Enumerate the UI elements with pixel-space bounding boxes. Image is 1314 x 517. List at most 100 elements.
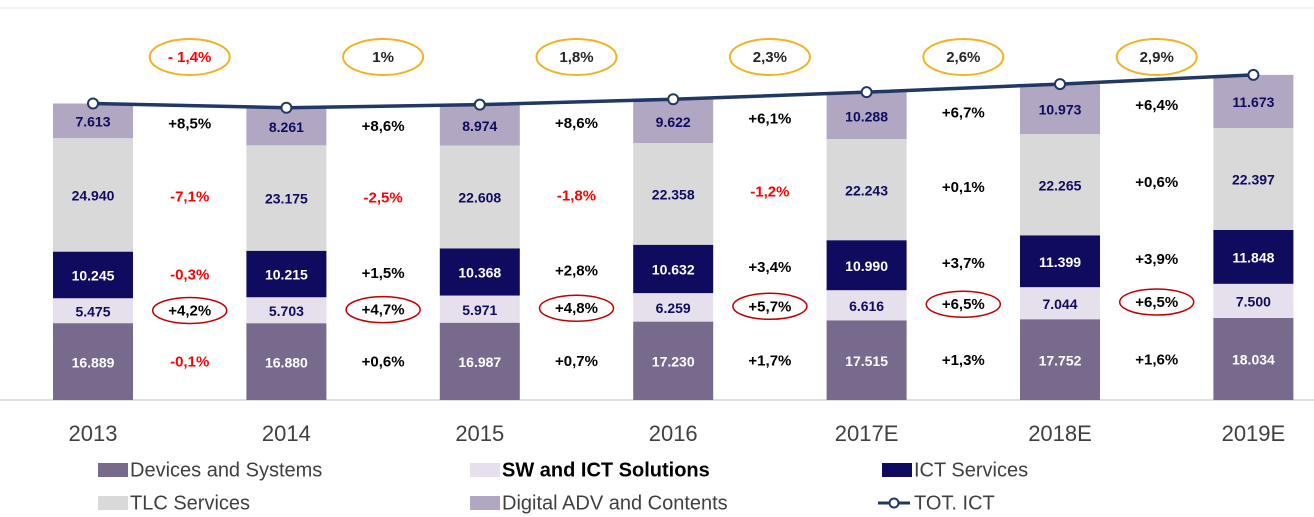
total-marker bbox=[1247, 68, 1260, 81]
bar-segment bbox=[53, 251, 133, 299]
value-label: 8.261 bbox=[269, 119, 304, 135]
value-label: 24.940 bbox=[72, 188, 115, 204]
bar-segment bbox=[439, 248, 520, 296]
legend-label: TOT. ICT bbox=[914, 492, 995, 514]
value-label: 17.752 bbox=[1039, 352, 1082, 368]
legend-label: TLC Services bbox=[130, 492, 250, 514]
value-label: 6.259 bbox=[656, 300, 691, 316]
bar-segment bbox=[53, 298, 133, 324]
total-growth-oval bbox=[922, 38, 1005, 76]
x-tick-label: 2016 bbox=[649, 421, 698, 446]
total-growth-oval bbox=[1115, 38, 1198, 76]
bar-segment bbox=[439, 104, 520, 146]
segment-growth: +0,6% bbox=[1135, 174, 1178, 191]
segment-growth: +8,6% bbox=[362, 118, 405, 135]
bar-segment bbox=[1020, 287, 1100, 320]
value-label: 10.245 bbox=[72, 268, 115, 284]
total-marker bbox=[1054, 78, 1066, 91]
value-label: 22.358 bbox=[652, 187, 695, 203]
value-label: 6.616 bbox=[849, 298, 884, 314]
bar-segment bbox=[53, 138, 133, 252]
total-growth-oval bbox=[342, 38, 425, 76]
total-growth-oval bbox=[535, 38, 618, 76]
bar-segment bbox=[633, 244, 714, 294]
segment-growth: +1,5% bbox=[362, 265, 405, 282]
segment-growth: +3,4% bbox=[748, 259, 791, 276]
segment-growth: +0,7% bbox=[555, 353, 598, 370]
legend-swatch-marker bbox=[888, 497, 900, 509]
bar-segment bbox=[826, 320, 907, 400]
value-label: 8.974 bbox=[462, 118, 497, 134]
segment-growth: +4,2% bbox=[168, 302, 211, 319]
value-label: 22.608 bbox=[458, 190, 501, 206]
value-label: 7.500 bbox=[1236, 294, 1271, 310]
value-label: 16.987 bbox=[458, 354, 501, 370]
segment-growth: +6,5% bbox=[942, 296, 985, 313]
bar-segment bbox=[246, 297, 327, 324]
total-growth: 1% bbox=[372, 49, 394, 66]
segment-growth: +4,7% bbox=[362, 302, 405, 319]
x-tick-label: 2018E bbox=[1028, 421, 1092, 446]
segment-growth: +1,6% bbox=[1135, 351, 1178, 368]
value-label: 10.288 bbox=[845, 108, 888, 124]
value-label: 11.848 bbox=[1232, 250, 1274, 266]
x-tick-label: 2017E bbox=[835, 421, 899, 446]
bar-segment bbox=[1020, 235, 1100, 288]
value-label: 10.632 bbox=[652, 262, 695, 278]
value-label: 11.673 bbox=[1232, 94, 1274, 110]
segment-growth: +0,6% bbox=[362, 353, 405, 370]
legend-swatch bbox=[470, 463, 500, 477]
value-label: 17.515 bbox=[845, 353, 888, 369]
value-label: 16.880 bbox=[265, 354, 308, 370]
value-label: 10.215 bbox=[265, 267, 308, 283]
total-growth-oval bbox=[728, 38, 811, 76]
segment-growth: -7,1% bbox=[170, 188, 209, 205]
value-label: 5.971 bbox=[462, 302, 497, 318]
legend-swatch bbox=[470, 496, 500, 510]
growth-oval bbox=[538, 294, 615, 322]
growth-oval bbox=[925, 290, 1002, 318]
x-tick-label: 2019E bbox=[1222, 421, 1286, 446]
bar-segment bbox=[246, 145, 327, 251]
segment-growth: +8,6% bbox=[555, 115, 598, 132]
bar-segment bbox=[633, 143, 714, 245]
segment-growth: -0,1% bbox=[170, 354, 209, 371]
legend-swatch bbox=[98, 496, 128, 510]
value-label: 22.397 bbox=[1232, 172, 1275, 188]
segment-growth: +2,8% bbox=[555, 262, 598, 279]
x-tick-label: 2015 bbox=[455, 421, 504, 446]
segment-growth: +6,1% bbox=[748, 110, 791, 127]
legend-label: SW and ICT Solutions bbox=[502, 459, 710, 481]
total-marker bbox=[87, 97, 99, 110]
total-marker bbox=[280, 101, 293, 114]
bar-segment bbox=[826, 240, 907, 291]
segment-growth: +6,7% bbox=[942, 104, 985, 121]
value-label: 11.399 bbox=[1039, 254, 1081, 270]
total-growth: 2,3% bbox=[753, 49, 787, 66]
segment-growth: -2,5% bbox=[364, 189, 403, 206]
value-label: 22.243 bbox=[845, 182, 888, 198]
value-label: 16.889 bbox=[72, 354, 115, 370]
segment-growth: +1,7% bbox=[748, 352, 791, 369]
bar-segment bbox=[439, 145, 520, 249]
segment-growth: +8,5% bbox=[168, 116, 211, 133]
bar-segment bbox=[439, 295, 520, 323]
value-label: 5.703 bbox=[269, 303, 304, 319]
value-label: 10.990 bbox=[845, 258, 888, 274]
legend-label: Digital ADV and Contents bbox=[502, 492, 728, 514]
segment-growth: -1,8% bbox=[557, 187, 596, 204]
total-marker bbox=[473, 98, 486, 111]
total-growth: 2,9% bbox=[1140, 49, 1174, 66]
bar-segment bbox=[246, 107, 327, 146]
segment-growth: +6,5% bbox=[1135, 294, 1178, 311]
x-tick-label: 2014 bbox=[262, 421, 311, 446]
total-marker bbox=[860, 86, 873, 99]
total-growth: - 1,4% bbox=[168, 49, 211, 66]
bar-segment bbox=[1213, 317, 1294, 400]
value-label: 7.044 bbox=[1042, 296, 1077, 312]
value-label: 9.622 bbox=[656, 114, 691, 130]
segment-growth: -0,3% bbox=[170, 266, 209, 283]
bar-segment bbox=[53, 323, 133, 400]
bar-segment bbox=[1213, 74, 1294, 129]
segment-growth: +3,9% bbox=[1135, 251, 1178, 268]
